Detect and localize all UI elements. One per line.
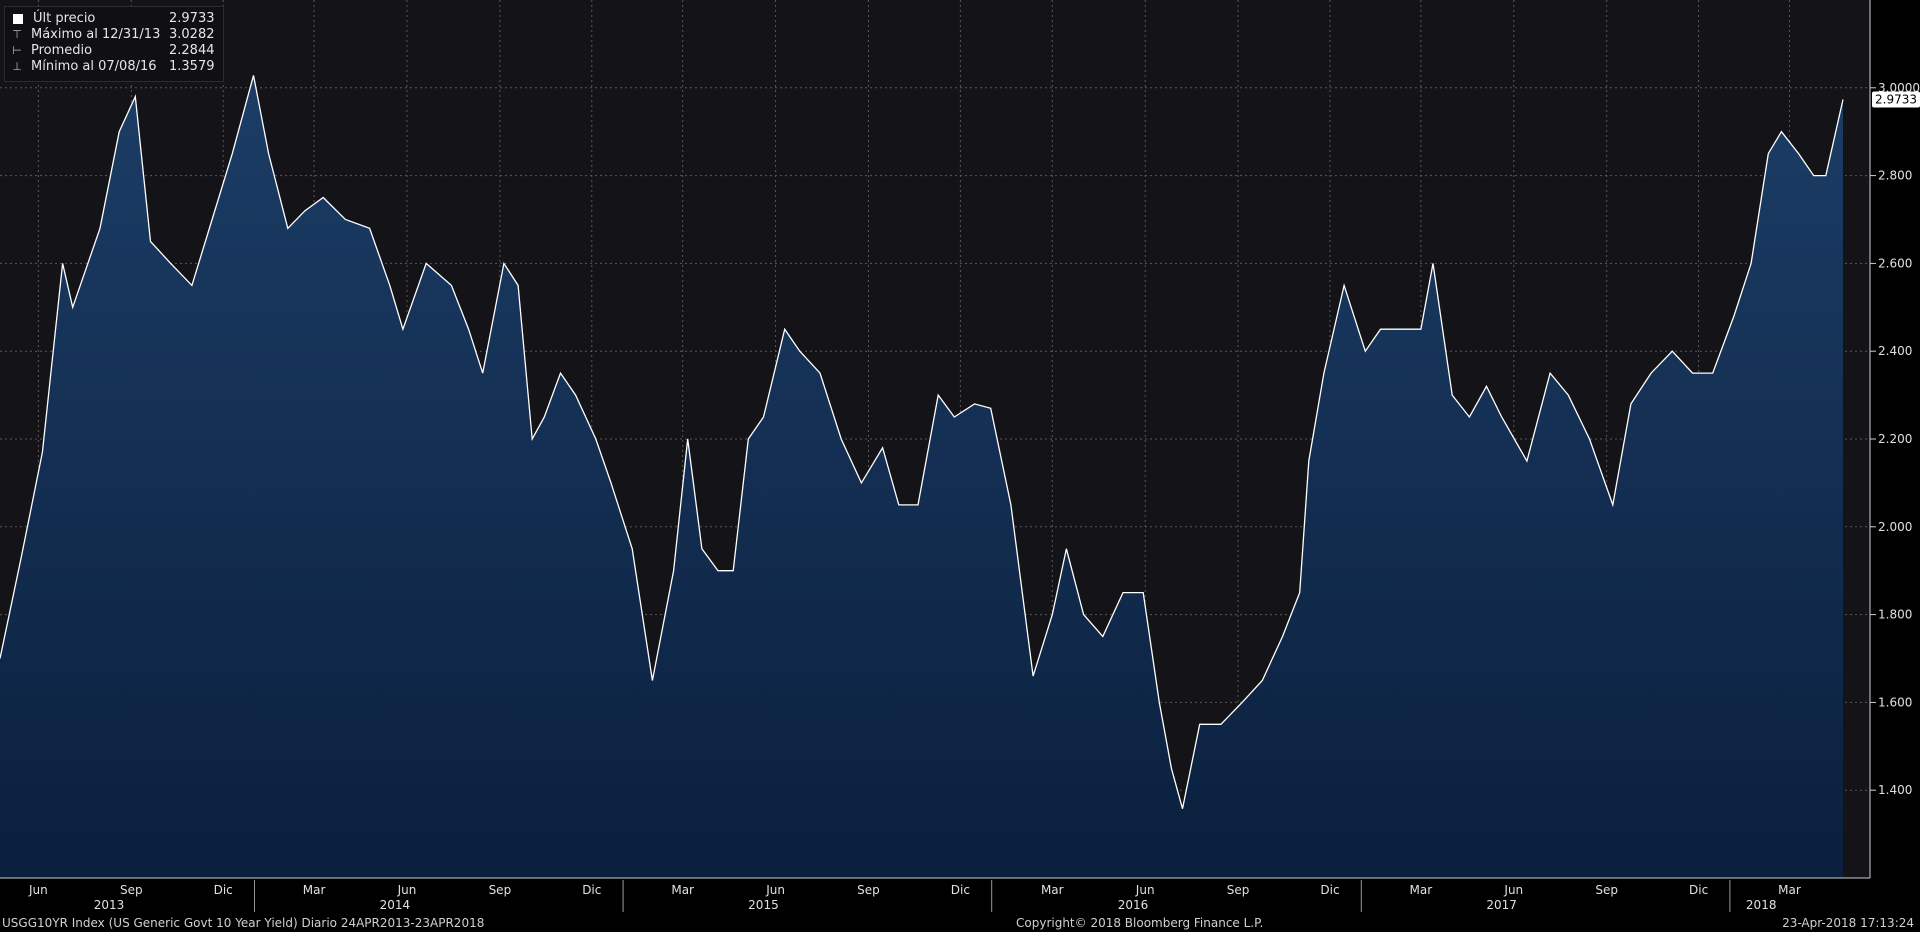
legend-row-max: ⊤ Máximo al 12/31/13 3.0282 xyxy=(11,27,215,43)
y-tick-label: 1.800 xyxy=(1878,608,1912,622)
year-label: 2016 xyxy=(1118,898,1149,912)
month-tick-label: Sep xyxy=(489,883,512,897)
legend-max-label: Máximo al 12/31/13 xyxy=(31,27,161,42)
last-value-label: 2.9733 xyxy=(1875,93,1917,107)
legend-row-last: Últ precio 2.9733 xyxy=(11,11,215,27)
legend-avg-label: Promedio xyxy=(31,43,93,58)
month-tick-label: Sep xyxy=(1595,883,1618,897)
average-marker-icon: ⊢ xyxy=(12,44,22,57)
legend-last-label: Últ precio xyxy=(33,11,96,26)
legend-last-value: 2.9733 xyxy=(169,11,215,26)
month-tick-label: Sep xyxy=(857,883,880,897)
month-tick-label: Mar xyxy=(1778,883,1801,897)
y-tick-label: 2.000 xyxy=(1878,520,1912,534)
yield-line xyxy=(0,75,1844,809)
min-marker-icon: ⊥ xyxy=(12,60,22,73)
month-tick-label: Jun xyxy=(397,883,417,897)
month-tick-label: Dic xyxy=(214,883,233,897)
y-tick-label: 3.0000 xyxy=(1878,81,1920,95)
legend-min-label: Mínimo al 07/08/16 xyxy=(31,59,157,74)
year-label: 2014 xyxy=(380,898,411,912)
month-tick-label: Jun xyxy=(28,883,48,897)
month-tick-label: Dic xyxy=(1689,883,1708,897)
legend-avg-value: 2.2844 xyxy=(169,43,215,58)
legend-max-value: 3.0282 xyxy=(169,27,215,42)
footer-copyright: Copyright© 2018 Bloomberg Finance L.P. xyxy=(1016,916,1264,930)
footer-index-info: USGG10YR Index (US Generic Govt 10 Year … xyxy=(2,916,485,930)
y-tick-label: 1.600 xyxy=(1878,695,1912,709)
year-label: 2015 xyxy=(748,898,779,912)
month-tick-label: Dic xyxy=(951,883,970,897)
month-tick-label: Jun xyxy=(1135,883,1155,897)
last-price-square-icon xyxy=(13,14,23,24)
month-tick-label: Dic xyxy=(582,883,601,897)
y-tick-label: 2.600 xyxy=(1878,256,1912,270)
month-tick-label: Sep xyxy=(120,883,143,897)
legend-row-min: ⊥ Mínimo al 07/08/16 1.3579 xyxy=(11,59,215,75)
year-label: 2017 xyxy=(1486,898,1517,912)
month-tick-label: Dic xyxy=(1320,883,1339,897)
footer-timestamp: 23-Apr-2018 17:13:24 xyxy=(1782,916,1914,930)
year-label: 2018 xyxy=(1746,898,1777,912)
month-tick-label: Jun xyxy=(1503,883,1523,897)
month-tick-label: Sep xyxy=(1227,883,1250,897)
y-tick-label: 2.800 xyxy=(1878,169,1912,183)
yield-area xyxy=(0,75,1843,878)
legend-min-value: 1.3579 xyxy=(169,59,215,74)
y-tick-label: 1.400 xyxy=(1878,783,1912,797)
footer: USGG10YR Index (US Generic Govt 10 Year … xyxy=(0,914,1920,932)
legend: Últ precio 2.9733 ⊤ Máximo al 12/31/13 3… xyxy=(4,6,224,82)
month-tick-label: Mar xyxy=(1410,883,1433,897)
max-marker-icon: ⊤ xyxy=(12,28,22,41)
y-tick-label: 2.200 xyxy=(1878,432,1912,446)
y-tick-label: 2.400 xyxy=(1878,344,1912,358)
month-tick-label: Mar xyxy=(671,883,694,897)
month-tick-label: Jun xyxy=(765,883,785,897)
legend-row-avg: ⊢ Promedio 2.2844 xyxy=(11,43,215,59)
year-label: 2013 xyxy=(94,898,125,912)
last-value-tag xyxy=(1872,91,1920,108)
month-tick-label: Mar xyxy=(303,883,326,897)
month-tick-label: Mar xyxy=(1041,883,1064,897)
